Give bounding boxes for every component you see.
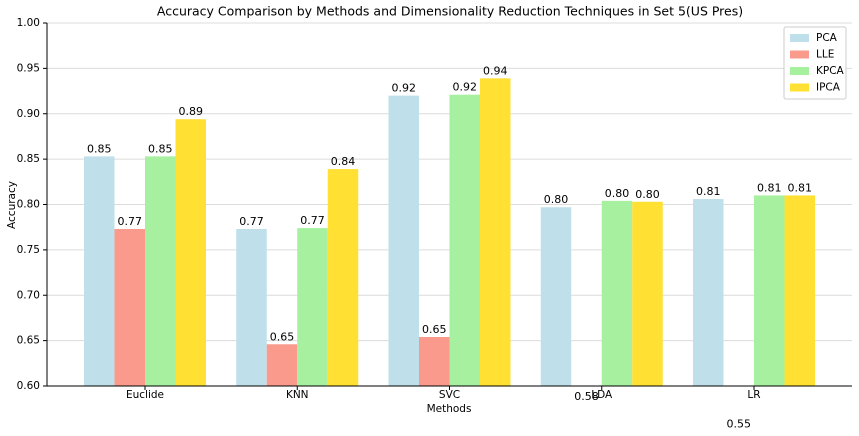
y-tick-label: 0.75 — [17, 244, 40, 256]
legend-swatch — [790, 83, 809, 92]
value-label: 0.80 — [605, 187, 630, 200]
legend-swatch — [790, 67, 809, 75]
y-axis-label: Accuracy — [6, 181, 18, 229]
bar — [693, 199, 724, 386]
legend-label: KPCA — [816, 65, 845, 77]
legend-label: PCA — [816, 32, 838, 44]
bar — [145, 156, 176, 386]
value-label: 0.85 — [148, 142, 173, 155]
y-tick-label: 0.85 — [17, 153, 40, 165]
y-tick-label: 0.70 — [17, 289, 40, 301]
value-label: 0.84 — [331, 155, 356, 168]
value-label: 0.65 — [270, 330, 295, 343]
x-axis-label: Methods — [427, 403, 472, 415]
foreground: 0.60 0.65 0.70 0.75 0.80 0.85 0.90 0.95 1.00 Eucl… — [17, 17, 852, 430]
value-label: 0.77 — [239, 215, 264, 228]
bar — [175, 119, 206, 386]
bar — [266, 344, 298, 386]
value-label: 0.81 — [788, 181, 813, 194]
x-tick-label: LR — [747, 389, 760, 401]
value-label: 0.80 — [635, 188, 660, 201]
bar — [388, 95, 419, 386]
value-label: 0.94 — [483, 64, 508, 77]
bar — [327, 169, 359, 386]
x-tick-label: SVC — [439, 389, 460, 401]
value-label: 0.89 — [179, 105, 204, 118]
bar — [114, 229, 145, 386]
bar — [632, 201, 663, 386]
value-label: 0.65 — [422, 323, 447, 336]
value-label: 0.92 — [453, 81, 478, 94]
value-label: 0.81 — [757, 181, 782, 194]
bar — [84, 156, 115, 386]
value-label: 0.77 — [118, 215, 143, 228]
value-label: 0.77 — [300, 214, 325, 227]
x-tick-label: LDA — [591, 389, 613, 401]
y-tick-label: 1.00 — [17, 17, 40, 29]
x-tick-label: Euclide — [126, 389, 164, 401]
bar — [449, 94, 480, 386]
legend-box — [783, 26, 847, 100]
bar — [784, 195, 815, 386]
bars — [84, 78, 815, 386]
bar — [297, 228, 328, 386]
y-tick-label: 0.65 — [17, 335, 40, 347]
value-label: 0.80 — [544, 193, 569, 206]
bar — [754, 195, 785, 386]
chart-title: Accuracy Comparison by Methods and Dimen… — [157, 4, 743, 19]
bar — [480, 78, 511, 386]
bar — [540, 207, 572, 386]
bar — [236, 229, 267, 386]
value-label: 0.55 — [727, 417, 752, 430]
bar — [601, 200, 633, 386]
legend-swatch — [790, 50, 809, 59]
value-label: 0.92 — [392, 82, 417, 95]
x-tick-label: KNN — [286, 389, 309, 401]
y-tick-label: 0.90 — [17, 108, 40, 120]
value-label: 0.58 — [574, 390, 599, 403]
value-label: 0.81 — [696, 185, 721, 198]
bar — [419, 336, 450, 386]
y-tick-label: 0.95 — [17, 62, 40, 74]
y-tick-label: 0.80 — [17, 199, 40, 211]
legend-label: IPCA — [816, 82, 841, 94]
y-tick-label: 0.60 — [17, 380, 40, 392]
legend-label: LLE — [816, 49, 834, 61]
value-label: 0.85 — [87, 142, 112, 155]
legend-swatch — [790, 34, 809, 42]
